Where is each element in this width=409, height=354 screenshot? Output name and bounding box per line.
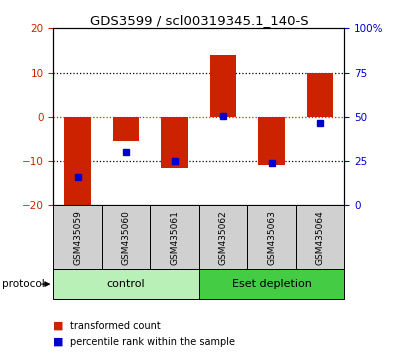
Text: GSM435060: GSM435060 [121, 210, 130, 265]
Text: ■: ■ [53, 321, 64, 331]
Bar [150, 205, 198, 269]
Bar [101, 205, 150, 269]
Text: Eset depletion: Eset depletion [231, 279, 311, 289]
Text: GSM435063: GSM435063 [267, 210, 275, 265]
Bar [295, 205, 344, 269]
Bar [112, 117, 139, 141]
Bar [209, 55, 236, 117]
Bar [64, 117, 91, 207]
Text: GSM435059: GSM435059 [73, 210, 82, 265]
Bar [161, 117, 187, 168]
Title: GDS3599 / scl00319345.1_140-S: GDS3599 / scl00319345.1_140-S [89, 14, 308, 27]
Text: GSM435064: GSM435064 [315, 210, 324, 264]
Text: GSM435062: GSM435062 [218, 210, 227, 264]
Bar [53, 269, 198, 299]
Text: ■: ■ [53, 337, 64, 347]
Bar [247, 205, 295, 269]
Text: GSM435061: GSM435061 [170, 210, 179, 265]
Bar [306, 73, 333, 117]
Text: percentile rank within the sample: percentile rank within the sample [70, 337, 234, 347]
Bar [258, 117, 284, 166]
Bar [53, 205, 101, 269]
Bar [198, 269, 344, 299]
Bar [198, 205, 247, 269]
Text: transformed count: transformed count [70, 321, 160, 331]
Text: control: control [106, 279, 145, 289]
Text: protocol: protocol [2, 279, 45, 289]
